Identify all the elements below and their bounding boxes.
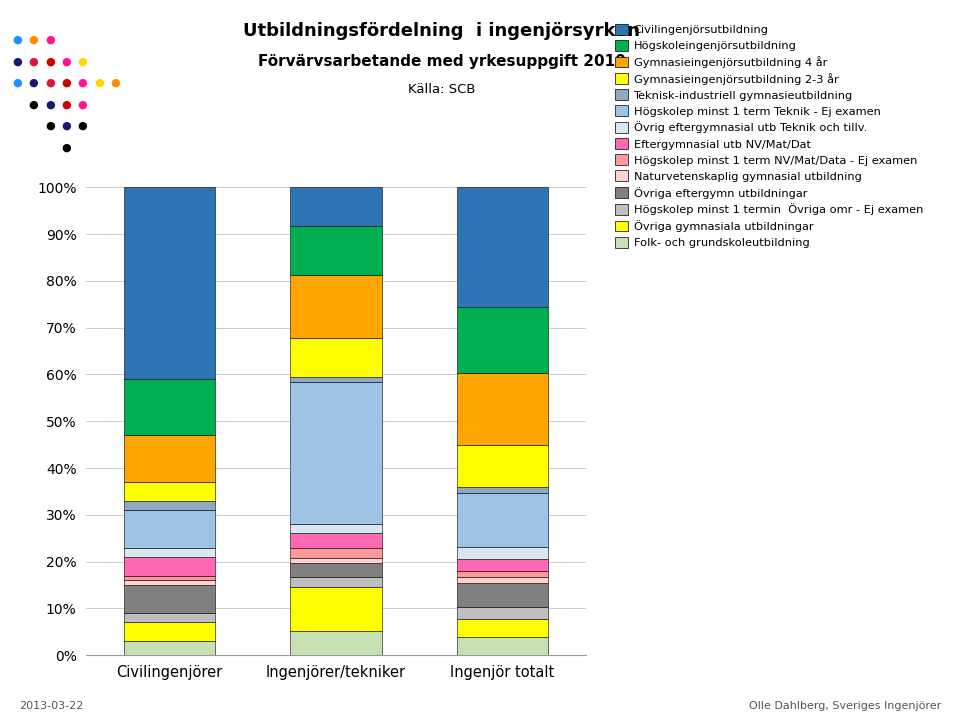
Bar <box>457 487 548 493</box>
Bar <box>290 275 382 338</box>
Text: ●: ● <box>61 121 71 131</box>
Text: ●: ● <box>61 143 71 153</box>
Text: Utbildningsfördelning  i ingenjörsyrken: Utbildningsfördelning i ingenjörsyrken <box>243 22 640 40</box>
Bar <box>290 587 382 631</box>
Text: ●: ● <box>78 56 87 66</box>
Bar <box>290 562 382 577</box>
Bar <box>124 501 215 510</box>
Bar <box>124 187 215 379</box>
Bar <box>124 585 215 613</box>
Bar <box>124 613 215 622</box>
Bar <box>290 377 382 382</box>
Text: ●: ● <box>29 56 38 66</box>
Bar <box>290 523 382 534</box>
Text: ●: ● <box>78 121 87 131</box>
Text: ●: ● <box>12 56 22 66</box>
Bar <box>457 547 548 559</box>
Text: ●: ● <box>12 35 22 45</box>
Text: ●: ● <box>45 56 55 66</box>
Text: ●: ● <box>78 99 87 109</box>
Bar <box>457 373 548 445</box>
Bar <box>457 187 548 307</box>
Bar <box>124 641 215 655</box>
Bar <box>457 619 548 637</box>
Text: ●: ● <box>29 78 38 88</box>
Text: ●: ● <box>45 78 55 88</box>
Bar <box>290 226 382 275</box>
Bar <box>124 435 215 482</box>
Text: ●: ● <box>29 99 38 109</box>
Bar <box>290 382 382 523</box>
Bar <box>124 510 215 547</box>
Text: Förvärvsarbetande med yrkesuppgift 2010: Förvärvsarbetande med yrkesuppgift 2010 <box>257 54 626 69</box>
Text: ●: ● <box>61 78 71 88</box>
Bar <box>457 571 548 577</box>
Bar <box>290 534 382 548</box>
Bar <box>124 379 215 435</box>
Bar <box>124 622 215 641</box>
Bar <box>457 445 548 487</box>
Bar <box>457 637 548 655</box>
Bar <box>124 557 215 576</box>
Bar <box>457 583 548 607</box>
Bar <box>457 493 548 547</box>
Text: ●: ● <box>61 56 71 66</box>
Text: ●: ● <box>12 78 22 88</box>
Bar <box>290 338 382 377</box>
Bar <box>124 576 215 580</box>
Bar <box>457 307 548 373</box>
Bar <box>124 482 215 501</box>
Bar <box>290 548 382 558</box>
Bar <box>290 187 382 226</box>
Bar <box>457 559 548 571</box>
Bar <box>457 607 548 619</box>
Text: ●: ● <box>110 78 120 88</box>
Text: ●: ● <box>45 121 55 131</box>
Text: ●: ● <box>45 35 55 45</box>
Bar <box>124 547 215 557</box>
Bar <box>290 558 382 562</box>
Bar <box>290 577 382 587</box>
Text: 2013-03-22: 2013-03-22 <box>19 701 84 711</box>
Bar <box>457 577 548 583</box>
Text: Källa: SCB: Källa: SCB <box>408 83 475 96</box>
Legend: Civilingenjörsutbildning, Högskoleingenjörsutbildning, Gymnasieingenjörsutbildni: Civilingenjörsutbildning, Högskoleingenj… <box>615 24 923 248</box>
Bar <box>290 631 382 655</box>
Text: ●: ● <box>61 99 71 109</box>
Text: ●: ● <box>45 99 55 109</box>
Text: ●: ● <box>29 35 38 45</box>
Text: ●: ● <box>78 78 87 88</box>
Text: ●: ● <box>94 78 104 88</box>
Bar <box>124 580 215 585</box>
Text: Olle Dahlberg, Sveriges Ingenjörer: Olle Dahlberg, Sveriges Ingenjörer <box>749 701 941 711</box>
